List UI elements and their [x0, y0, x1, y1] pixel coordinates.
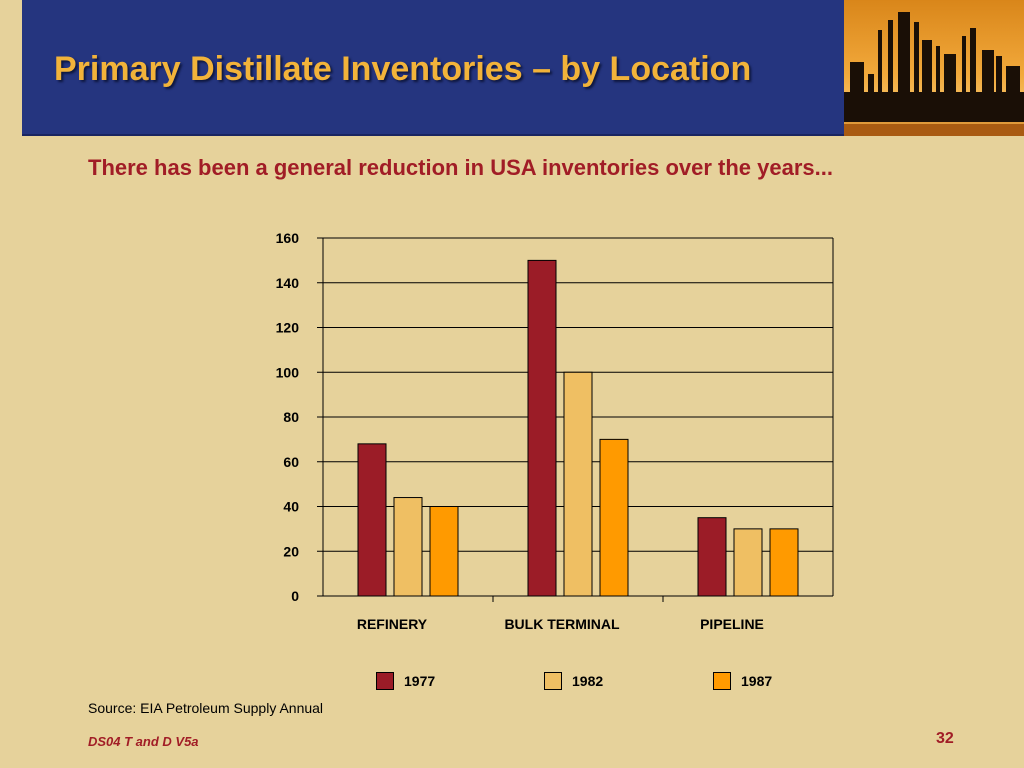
- bar-1987-refinery: [429, 506, 459, 597]
- y-tick-label: 60: [283, 454, 299, 470]
- bar-1982-refinery: [393, 497, 423, 597]
- slide-title: Primary Distillate Inventories – by Loca…: [54, 50, 752, 88]
- page-number: 32: [936, 730, 954, 747]
- footer-code: DS04 T and D V5a: [88, 734, 199, 749]
- y-tick-label: 20: [283, 543, 299, 559]
- bar-1987-bulk-terminal: [599, 438, 629, 597]
- y-tick-label: 160: [276, 230, 300, 246]
- bar-1982-pipeline: [733, 528, 763, 597]
- left-margin-strip: [0, 0, 22, 768]
- bar-1987-pipeline: [769, 528, 799, 597]
- slide-subtitle: There has been a general reduction in US…: [88, 155, 833, 180]
- source-note: Source: EIA Petroleum Supply Annual: [88, 700, 324, 716]
- y-tick-label: 40: [283, 499, 299, 515]
- x-tick-label: BULK TERMINAL: [504, 616, 620, 632]
- y-tick-label: 100: [276, 364, 300, 380]
- bar-1977-pipeline: [697, 517, 727, 597]
- x-tick-label: REFINERY: [357, 616, 428, 632]
- y-tick-label: 120: [276, 320, 300, 336]
- y-tick-label: 0: [291, 588, 299, 604]
- bar-1982-bulk-terminal: [563, 371, 593, 597]
- refinery-silhouette-photo: [844, 0, 1024, 136]
- bar-1977-refinery: [357, 443, 387, 597]
- y-tick-label: 140: [276, 275, 300, 291]
- x-tick-label: PIPELINE: [700, 616, 764, 632]
- bar-1977-bulk-terminal: [527, 259, 557, 597]
- header-bar: Primary Distillate Inventories – by Loca…: [22, 0, 844, 136]
- y-tick-label: 80: [283, 409, 299, 425]
